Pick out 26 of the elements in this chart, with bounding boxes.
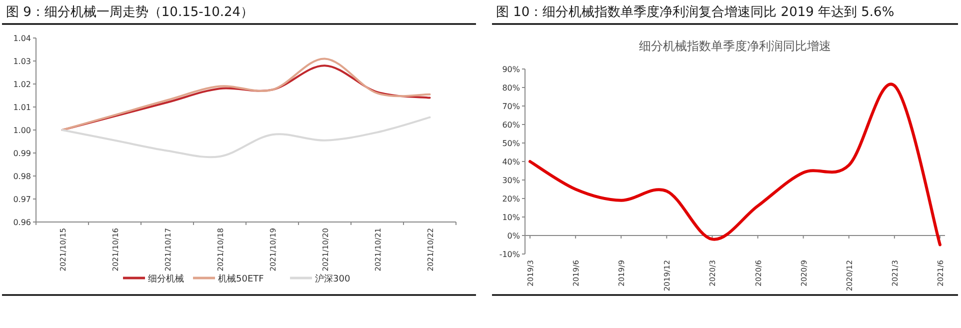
y-tick-label: 1.04	[13, 34, 31, 43]
y-tick-label: -10%	[499, 250, 520, 259]
legend-label: 细分机械	[148, 274, 184, 284]
y-tick-label: 20%	[502, 194, 520, 204]
y-tick-label: 60%	[502, 120, 520, 130]
y-tick-label: 0.99	[13, 149, 31, 158]
y-tick-label: 1.03	[13, 57, 31, 66]
y-tick-label: 0.98	[13, 172, 31, 181]
y-tick-label: 0%	[507, 232, 520, 240]
y-tick-label: 0.97	[13, 195, 31, 204]
y-tick-label: 70%	[502, 102, 520, 111]
y-tick-label: 1.00	[13, 126, 31, 135]
y-tick-label: 1.01	[13, 103, 31, 112]
chart-title: 图 10：细分机械指数单季度净利润复合增速同比 2019 年达到 5.6%	[496, 4, 894, 20]
y-tick-label: 50%	[502, 139, 520, 148]
y-tick-label: 10%	[502, 213, 520, 222]
legend-label: 机械50ETF	[218, 274, 264, 284]
chart-subtitle: 细分机械指数单季度净利润同比增速	[639, 39, 831, 53]
y-tick-label: 90%	[502, 65, 520, 74]
y-tick-label: 1.02	[13, 80, 31, 89]
chart-title: 图 9：细分机械一周走势（10.15-10.24）	[6, 5, 254, 20]
y-tick-label: 0.96	[13, 218, 31, 227]
y-tick-label: 80%	[502, 84, 520, 92]
legend-label: 沪深300	[315, 274, 350, 284]
y-tick-label: 40%	[502, 158, 520, 166]
y-tick-label: 30%	[502, 176, 520, 185]
